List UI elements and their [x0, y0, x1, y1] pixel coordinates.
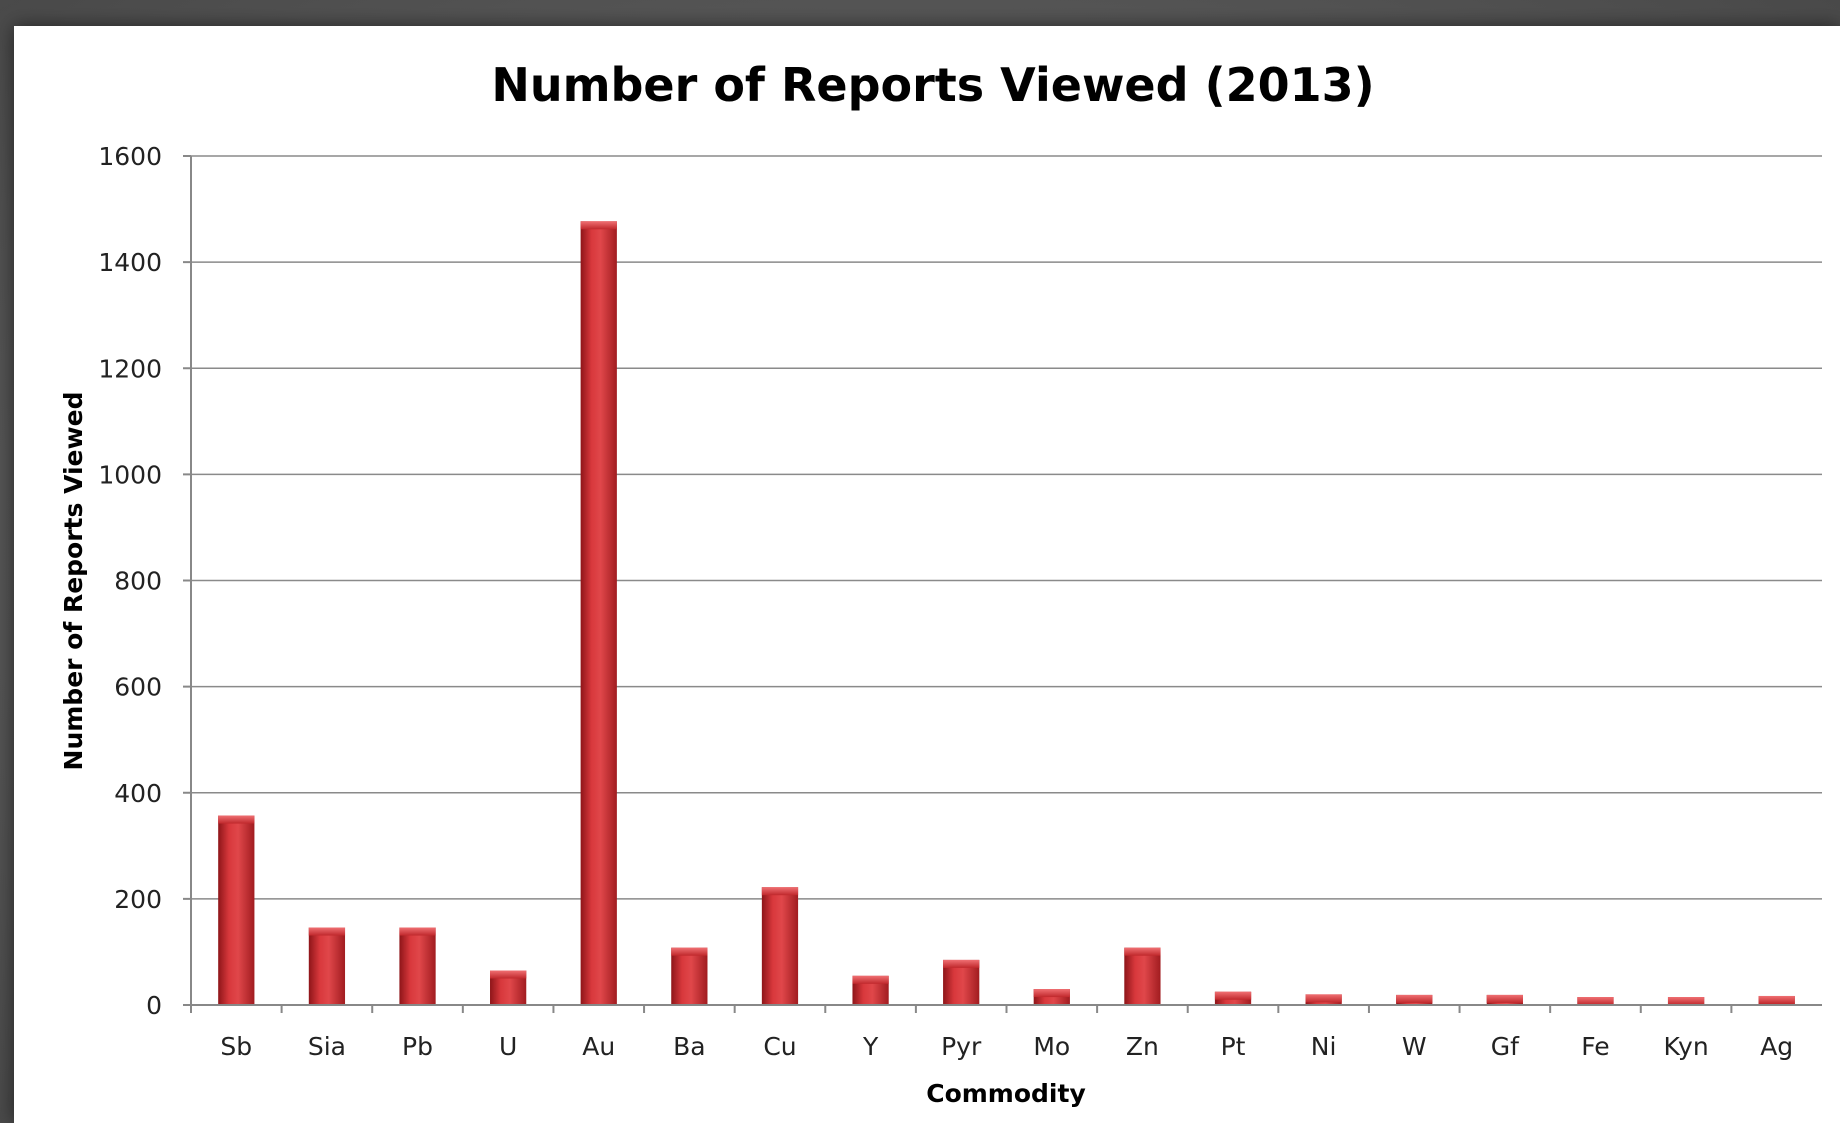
x-tick-label: U: [499, 1032, 517, 1061]
x-axis-title: Commodity: [926, 1079, 1086, 1108]
bar-cap: [308, 927, 346, 936]
bar-cap: [761, 887, 799, 896]
bar-ag: [1758, 995, 1795, 1005]
bar-pb: [399, 927, 436, 1005]
y-tick-label: 1000: [98, 460, 162, 489]
x-tick-label: Mo: [1033, 1032, 1070, 1061]
bar-cap: [580, 221, 617, 230]
bar: [671, 947, 708, 1005]
bar-cap: [490, 970, 527, 979]
bar: [399, 927, 436, 1005]
bar-cap: [1033, 989, 1070, 998]
bar-cap: [1396, 994, 1433, 1003]
bar-ni: [1305, 994, 1342, 1005]
bar-cu: [761, 887, 799, 1005]
bar-cap: [852, 975, 889, 984]
gridlines: [191, 155, 1822, 900]
y-tick-label: 400: [114, 779, 162, 808]
chart-title: Number of Reports Viewed (2013): [491, 58, 1374, 112]
bar-zn: [1124, 947, 1161, 1005]
x-tick-label: Au: [582, 1032, 615, 1061]
x-tick-label: Ba: [673, 1032, 705, 1061]
bar-pyr: [943, 959, 980, 1005]
bar-y: [852, 975, 889, 1005]
bar-cap: [1124, 947, 1161, 956]
y-tick-label: 0: [146, 991, 162, 1020]
bar-sb: [218, 815, 255, 1005]
bar: [1124, 947, 1161, 1005]
x-tick-label: Zn: [1126, 1032, 1159, 1061]
bar-cap: [1667, 997, 1705, 1005]
x-tick-label: Pb: [402, 1032, 433, 1061]
y-axis-title: Number of Reports Viewed: [59, 392, 88, 771]
y-tick-label: 1600: [98, 142, 162, 171]
bar-sia: [308, 927, 346, 1005]
bar-cap: [399, 927, 436, 936]
bar-au: [580, 221, 617, 1006]
bar: [308, 927, 346, 1005]
bar: [218, 815, 255, 1005]
bar-cap: [671, 947, 708, 956]
y-tick-label: 200: [114, 885, 162, 914]
bar-w: [1396, 994, 1433, 1005]
y-tick-label: 1400: [98, 248, 162, 277]
x-tick-label: Sb: [220, 1032, 252, 1061]
y-tick-label: 1200: [98, 354, 162, 383]
x-tick-label: W: [1402, 1032, 1427, 1061]
x-tick-label: Sia: [308, 1032, 346, 1061]
y-tick-label: 800: [114, 567, 162, 596]
x-tick-label: Kyn: [1663, 1032, 1708, 1061]
x-tick-label: Pt: [1221, 1032, 1246, 1061]
bar-ba: [671, 947, 708, 1005]
bar-cap: [1577, 997, 1614, 1005]
bar: [761, 887, 799, 1005]
bar-kyn: [1667, 997, 1705, 1005]
bar-pt: [1214, 991, 1252, 1005]
x-tick-label: Y: [862, 1032, 879, 1061]
x-tick-label: Fe: [1581, 1032, 1609, 1061]
x-tick-label: Cu: [763, 1032, 796, 1061]
x-tick-label: Gf: [1491, 1032, 1520, 1061]
bar-cap: [218, 815, 255, 824]
x-tick-label: Ni: [1311, 1032, 1337, 1061]
bar-cap: [1305, 994, 1342, 1003]
x-tick-labels: Sb Sia Pb U Au Ba Cu Y Pyr Mo Zn Pt Ni W Gf Fe Kyn Ag: [190, 1005, 1793, 1061]
y-tick-labels: 0 200 400 600 800 1000 1200 1400 1600: [98, 142, 191, 1020]
bar-series: [218, 221, 1795, 1006]
bar-u: [490, 970, 527, 1005]
y-tick-label: 600: [114, 673, 162, 702]
bar: [580, 221, 617, 1006]
x-tick-label: Ag: [1760, 1032, 1793, 1061]
bar-mo: [1033, 989, 1070, 1005]
bar-fe: [1577, 997, 1614, 1005]
bar-cap: [1214, 991, 1252, 1000]
bar-gf: [1486, 994, 1523, 1005]
x-tick-label: Pyr: [941, 1032, 982, 1061]
bar-cap: [1758, 995, 1795, 1004]
bar-cap: [1486, 994, 1523, 1003]
bar-cap: [943, 959, 980, 968]
